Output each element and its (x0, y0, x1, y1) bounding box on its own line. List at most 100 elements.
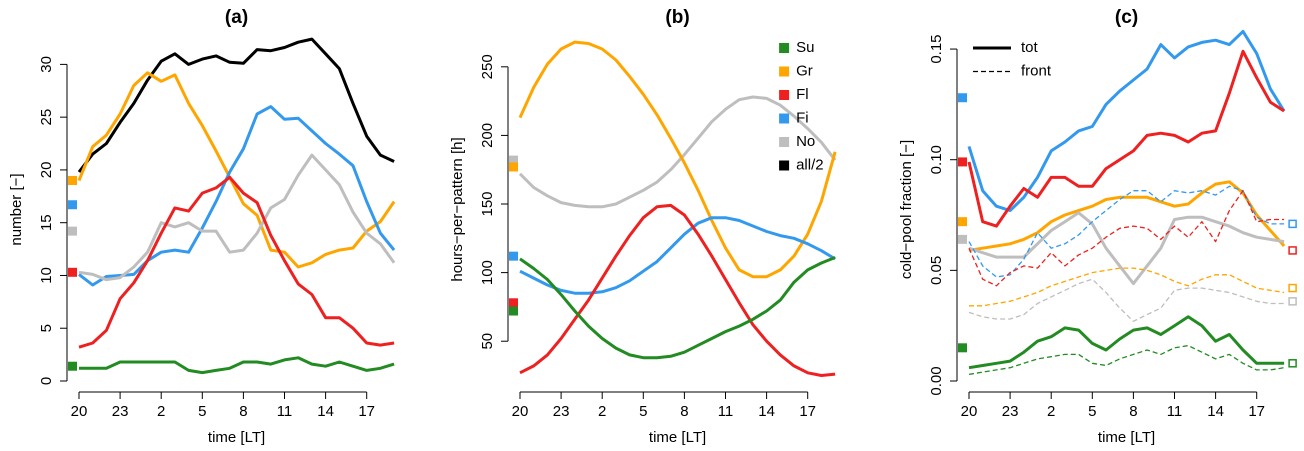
x-axis-title: time [LT] (1098, 429, 1155, 446)
start-marker (68, 361, 77, 371)
dashed-line (968, 344, 1285, 376)
x-tick-label: 14 (1207, 403, 1224, 420)
x-tick-label: 11 (1167, 403, 1183, 420)
x-tick-label: 20 (961, 403, 978, 420)
start-marker (68, 200, 77, 210)
start-marker (68, 267, 77, 277)
legend-label: all/2 (796, 156, 824, 173)
panel-title: (b) (665, 7, 689, 28)
x-tick-label: 11 (277, 403, 293, 420)
x-tick-label: 5 (198, 403, 206, 420)
x-axis-title: time [LT] (208, 429, 265, 446)
start-marker (958, 157, 967, 167)
y-tick-label: 0 (38, 377, 55, 385)
x-tick-label: 8 (239, 403, 247, 420)
legend-label: tot (1021, 39, 1039, 56)
end-marker (1288, 219, 1297, 229)
x-tick-label: 23 (553, 403, 570, 420)
dashed-line (968, 278, 1285, 322)
dashed-line (969, 267, 1285, 307)
start-marker (509, 298, 518, 308)
start-marker (958, 93, 967, 103)
line (77, 71, 396, 269)
start-marker (68, 175, 77, 185)
legend-label: Su (796, 39, 814, 56)
legend-swatch (779, 43, 790, 53)
start-marker (68, 226, 77, 236)
start-marker (958, 234, 967, 244)
y-tick-label: 10 (38, 267, 55, 284)
line (968, 180, 1286, 252)
y-tick-label: 5 (38, 324, 55, 332)
y-tick-label: 150 (479, 191, 496, 216)
y-tick-label: 20 (38, 162, 55, 179)
end-marker (1288, 359, 1297, 368)
y-tick-label: 15 (38, 214, 55, 231)
start-marker (958, 217, 967, 227)
start-marker (509, 306, 518, 316)
x-tick-label: 17 (799, 403, 816, 420)
line (519, 256, 836, 360)
x-tick-label: 2 (1047, 403, 1055, 420)
y-tick-label: 0.05 (928, 256, 945, 285)
line (79, 356, 395, 375)
x-tick-label: 8 (680, 403, 688, 420)
x-tick-label: 14 (758, 403, 775, 420)
line (519, 203, 836, 377)
line (77, 37, 395, 173)
y-tick-label: 25 (38, 109, 55, 126)
y-tick-label: 0.15 (928, 34, 945, 63)
line (968, 315, 1285, 370)
y-tick-label: 200 (479, 123, 496, 148)
x-tick-label: 14 (317, 403, 334, 420)
legend-label: front (1021, 62, 1052, 79)
y-axis-title: number [−] (8, 173, 25, 245)
x-tick-label: 11 (718, 403, 734, 420)
legend-label: Fi (796, 109, 809, 126)
start-marker (958, 343, 967, 353)
line (78, 175, 395, 349)
y-axis-title: hours−per−pattern [h] (449, 137, 466, 281)
y-tick-label: 0.00 (928, 366, 945, 395)
line (968, 211, 1285, 286)
y-tick-label: 250 (479, 54, 496, 79)
legend-swatch (779, 137, 790, 147)
x-tick-label: 5 (639, 403, 647, 420)
start-marker (509, 155, 518, 165)
legend-swatch (779, 113, 790, 124)
y-tick-label: 0.10 (928, 145, 945, 174)
line (518, 95, 837, 209)
x-tick-label: 20 (71, 403, 88, 420)
dashed-line (968, 190, 1285, 287)
y-tick-label: 30 (38, 56, 55, 73)
y-tick-label: 50 (479, 333, 496, 350)
legend-label: Fl (796, 86, 809, 103)
start-marker (509, 162, 518, 172)
line (518, 40, 837, 279)
line (967, 29, 1286, 213)
legend-swatch (779, 90, 790, 100)
line (78, 153, 396, 282)
x-tick-label: 20 (512, 403, 529, 420)
legend-swatch (779, 66, 790, 77)
legend-label: Gr (796, 62, 813, 79)
panel-title: (a) (225, 7, 248, 28)
x-tick-label: 5 (1088, 403, 1096, 420)
x-tick-label: 23 (1002, 403, 1019, 420)
x-tick-label: 2 (157, 403, 165, 420)
legend-label: No (796, 133, 815, 150)
x-tick-label: 23 (112, 403, 129, 420)
line (78, 105, 396, 287)
line (519, 216, 836, 295)
y-tick-label: 100 (479, 260, 496, 285)
line (967, 49, 1285, 228)
y-axis-title: cold−pool fraction [−] (898, 140, 915, 279)
end-marker (1288, 297, 1297, 306)
x-axis-title: time [LT] (649, 429, 706, 446)
x-tick-label: 8 (1129, 403, 1137, 420)
end-marker (1288, 283, 1297, 293)
x-tick-label: 17 (1248, 403, 1265, 420)
legend-swatch (779, 160, 790, 171)
